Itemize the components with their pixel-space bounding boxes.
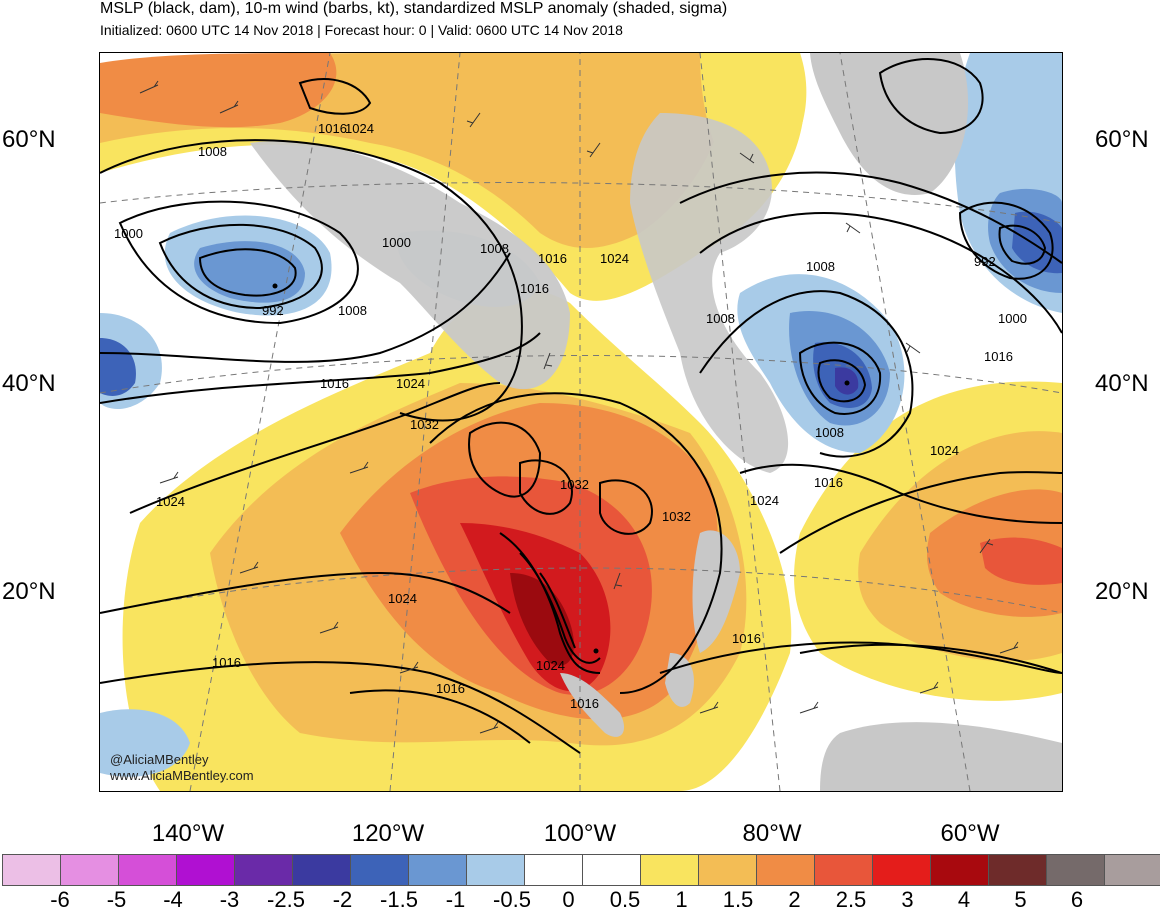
isobar-label: 1016 [318, 121, 347, 136]
colorbar-tick-label: 2.5 [835, 887, 867, 912]
colorbar [2, 854, 1160, 886]
isobar-label: 1008 [198, 144, 227, 159]
colorbar-tick-label: 0.5 [609, 887, 641, 912]
colorbar-tick-label: 6 [1070, 887, 1084, 912]
colorbar-swatch [524, 854, 583, 886]
isobar-label: 1008 [338, 303, 367, 318]
isobar-label: 1024 [536, 658, 565, 673]
weather-map: 1016 1024 1008 1000 992 1008 1016 1024 1… [100, 53, 1062, 791]
colorbar-swatch [640, 854, 699, 886]
wind-barbs [139, 80, 1019, 734]
colorbar-swatch [60, 854, 119, 886]
colorbar-swatch [930, 854, 989, 886]
isobar-label: 1024 [750, 493, 779, 508]
colorbar-tick-label: -1 [445, 887, 466, 912]
isobar-label: 1016 [570, 696, 599, 711]
lat-label-60-left: 60°N [2, 126, 56, 153]
colorbar-tick-label: -2.5 [267, 887, 305, 912]
isobar-label: 1024 [396, 376, 425, 391]
lat-label-20-left: 20°N [2, 578, 56, 605]
colorbar-swatch [1046, 854, 1105, 886]
isobar-label: 1024 [388, 591, 417, 606]
colorbar-tick-label: 2 [788, 887, 801, 912]
lon-label-60w: 60°W [940, 820, 1000, 847]
lat-label-40-left: 40°N [2, 370, 56, 397]
low-center-marker [272, 283, 278, 289]
lon-label-100w: 100°W [543, 820, 617, 847]
colorbar-swatch [756, 854, 815, 886]
colorbar-tick-label: -5 [106, 887, 127, 912]
colorbar-tick-label: 1 [675, 887, 688, 912]
isobar-label: 1024 [600, 251, 629, 266]
colorbar-tick-label: -3 [219, 887, 240, 912]
colorbar-swatch [118, 854, 177, 886]
isobar-label: 1000 [382, 235, 411, 250]
isobars [100, 58, 1062, 754]
colorbar-swatch [176, 854, 235, 886]
isobar-label: 1008 [806, 259, 835, 274]
colorbar-swatch [582, 854, 641, 886]
colorbar-swatch [814, 854, 873, 886]
colorbar-swatch [234, 854, 293, 886]
lon-label-120w: 120°W [351, 820, 425, 847]
isobar-label: 992 [262, 303, 284, 318]
colorbar-tick-label: 3 [901, 887, 914, 912]
lon-label-140w: 140°W [151, 820, 225, 847]
chart-title: MSLP (black, dam), 10-m wind (barbs, kt)… [100, 0, 728, 17]
colorbar-tick-label: 4 [957, 887, 971, 912]
isobar-label: 1032 [410, 417, 439, 432]
lat-label-40-right: 40°N [1095, 370, 1149, 397]
chart-subtitle: Initialized: 0600 UTC 14 Nov 2018 | Fore… [100, 22, 623, 38]
isobar-label: 1024 [156, 494, 185, 509]
isobar-label: 1032 [662, 509, 691, 524]
isobar-label: 1032 [560, 477, 589, 492]
positive-anomaly-shading [100, 53, 1062, 791]
colorbar-swatch [1104, 854, 1160, 886]
isobar-label: 1000 [114, 226, 143, 241]
map-panel: 1016 1024 1008 1000 992 1008 1016 1024 1… [99, 52, 1063, 792]
isobar-label: 1008 [706, 311, 735, 326]
isobar-label: 1008 [815, 425, 844, 440]
low-center-marker [844, 380, 850, 386]
colorbar-swatch [872, 854, 931, 886]
isobar-label: 1016 [320, 376, 349, 391]
contour-labels: 1016 1024 1008 1000 992 1008 1016 1024 1… [114, 121, 1027, 711]
lat-label-20-right: 20°N [1095, 578, 1149, 605]
colorbar-swatch [292, 854, 351, 886]
colorbar-swatch [408, 854, 467, 886]
lat-label-60-right: 60°N [1095, 126, 1149, 153]
credit-website: www.AliciaMBentley.com [110, 768, 254, 783]
isobar-label: 1016 [732, 631, 761, 646]
isobar-label: 992 [974, 254, 996, 269]
isobar-label: 1016 [984, 349, 1013, 364]
isobar-label: 1008 [480, 241, 509, 256]
colorbar-tick-label: -0.5 [493, 887, 531, 912]
isobar-label: 1024 [345, 121, 374, 136]
colorbar-swatch [350, 854, 409, 886]
isobar-label: 1000 [998, 311, 1027, 326]
colorbar-tick-label: -4 [163, 887, 183, 912]
colorbar-tick-label: 0 [562, 887, 575, 912]
isobar-label: 1016 [520, 281, 549, 296]
isobar-label: 1016 [814, 475, 843, 490]
isobar-label: 1016 [212, 655, 241, 670]
isobar-label: 1016 [436, 681, 465, 696]
high-center-marker [593, 648, 599, 654]
land-masses [250, 53, 1062, 791]
colorbar-swatch [466, 854, 525, 886]
colorbar-tick-label: -2 [332, 887, 353, 912]
colorbar-tick-label: -1.5 [380, 887, 418, 912]
credit-handle: @AliciaMBentley [110, 752, 209, 767]
colorbar-swatch [988, 854, 1047, 886]
colorbar-swatch [2, 854, 61, 886]
colorbar-tick-label: 1.5 [722, 887, 754, 912]
colorbar-tick-label: 5 [1014, 887, 1027, 912]
lon-label-80w: 80°W [742, 820, 802, 847]
isobar-label: 1024 [930, 443, 959, 458]
colorbar-swatch [698, 854, 757, 886]
colorbar-tick-label: -6 [50, 887, 70, 912]
isobar-label: 1016 [538, 251, 567, 266]
